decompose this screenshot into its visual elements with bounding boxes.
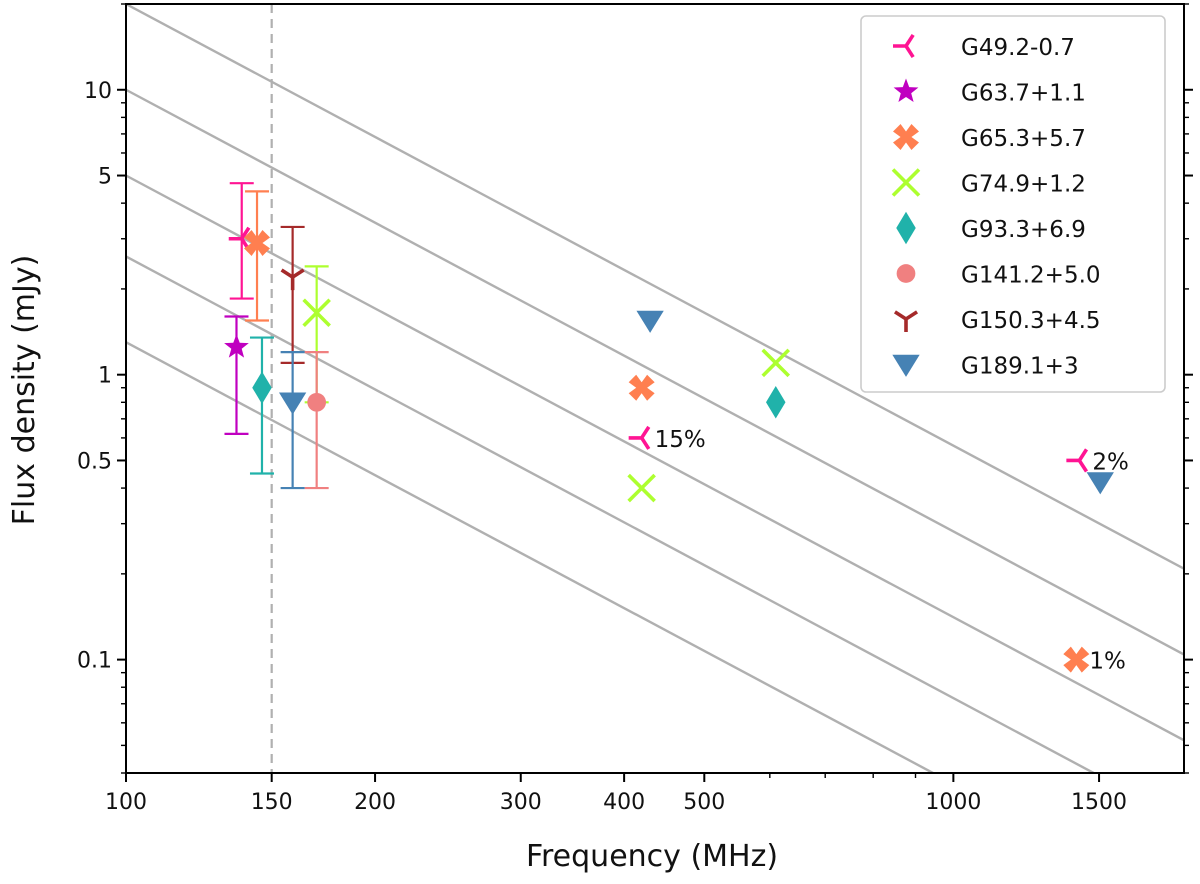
legend-marker-g65-3-5-7 [893, 124, 919, 150]
errorbar-g189-1-3-1 [280, 351, 305, 490]
point-g65-3-5-7-1 [244, 229, 271, 256]
x-tick-label-150: 150 [251, 790, 293, 815]
annotation-2: 2% [1092, 449, 1129, 475]
legend-entry-g141-2-5-0: G141.2+5.0 [896, 263, 1101, 289]
point-g189-1-3-3 [1086, 472, 1114, 495]
legend-marker-g74-9-1-2 [891, 168, 921, 197]
point-g49-2-0-7-2 [628, 425, 651, 450]
errorbar-g65-3-5-7-1 [245, 190, 270, 322]
legend-marker-g49-2-0-7 [893, 33, 915, 59]
legend-entry-g49-2-0-7: G49.2-0.7 [893, 33, 1075, 61]
series-g93-3-6-9 [249, 336, 786, 475]
y-tick-label-5: 5 [98, 165, 112, 190]
point-g65-3-5-7-2 [628, 374, 655, 401]
data-series [224, 182, 1114, 673]
legend-entry-g65-3-5-7: G65.3+5.7 [893, 124, 1086, 152]
legend-label-g49-2-0-7: G49.2-0.7 [961, 35, 1075, 61]
reference-line-4 [126, 255, 1097, 773]
axes-frame [125, 3, 1185, 774]
legend-entry-g63-7-1-1: G63.7+1.1 [893, 78, 1086, 107]
legend-label-g141-2-5-0: G141.2+5.0 [961, 263, 1101, 289]
reference-line-1 [126, 4, 1184, 570]
errorbar-g141-2-5-0-1 [304, 351, 329, 490]
legend-label-g189-1-3: G189.1+3 [961, 354, 1079, 380]
point-g49-2-0-7-3 [1066, 448, 1089, 473]
x-tick-label-200: 200 [354, 790, 396, 815]
x-axis-label: Frequency (MHz) [526, 839, 778, 874]
legend-marker-g189-1-3 [892, 354, 920, 377]
legend-marker-g150-3-4-5 [893, 310, 919, 332]
x-tick-label-1500: 1500 [1071, 790, 1127, 815]
annotation-1: 15% [655, 427, 706, 453]
series-g63-7-1-1 [224, 315, 249, 435]
point-g150-3-4-5-1 [280, 268, 305, 291]
legend-marker-g93-3-6-9 [896, 211, 916, 245]
errorbar-g93-3-6-9-1 [249, 336, 274, 475]
annotation-3: 1% [1089, 649, 1126, 675]
legend-label-g150-3-4-5: G150.3+4.5 [961, 308, 1101, 334]
legend-label-g65-3-5-7: G65.3+5.7 [961, 126, 1086, 152]
y-axis-label: Flux density (mJy) [7, 255, 42, 526]
point-g65-3-5-7-3 [1063, 646, 1090, 673]
series-g141-2-5-0 [304, 351, 329, 490]
legend-label-g63-7-1-1: G63.7+1.1 [961, 81, 1086, 107]
x-tick-label-1000: 1000 [925, 790, 981, 815]
point-g93-3-6-9-2 [766, 386, 786, 419]
y-tick-label-10: 10 [84, 79, 112, 104]
legend-marker-g63-7-1-1 [893, 78, 919, 102]
y-tick-label-0.1: 0.1 [77, 649, 112, 674]
y-tick-label-0.5: 0.5 [77, 449, 112, 474]
point-g74-9-1-2-3 [761, 348, 791, 378]
legend-entry-g74-9-1-2: G74.9+1.2 [891, 168, 1086, 198]
y-tick-label-1: 1 [98, 364, 112, 389]
legend-marker-g141-2-5-0 [896, 264, 916, 283]
point-g189-1-3-1 [278, 392, 307, 415]
point-g141-2-5-0-1 [307, 392, 327, 412]
point-g74-9-1-2-1 [302, 298, 331, 328]
reference-line-5 [126, 341, 936, 773]
axes: 100 150 200 300 400 500 1000 1500 0.1 0.5 1 5 10 [77, 3, 1193, 815]
point-g189-1-3-2 [636, 310, 664, 333]
annotations: 15% 2% 1% [655, 427, 1129, 675]
legend-entry-g93-3-6-9: G93.3+6.9 [896, 211, 1086, 245]
series-g65-3-5-7 [244, 190, 1090, 673]
reference-line-2 [126, 88, 1184, 656]
legend-entry-g150-3-4-5: G150.3+4.5 [893, 308, 1101, 334]
series-g189-1-3 [278, 310, 1114, 495]
point-g93-3-6-9-1 [252, 371, 272, 404]
x-tick-label-300: 300 [500, 790, 542, 815]
legend-entry-g189-1-3: G189.1+3 [892, 354, 1079, 380]
point-g63-7-1-1-1 [224, 334, 249, 358]
x-tick-label-100: 100 [105, 790, 147, 815]
legend-label-g93-3-6-9: G93.3+6.9 [961, 217, 1086, 243]
legend: G49.2-0.7 G63.7+1.1 G65.3+5.7 G74.9+1.2 G93.… [860, 15, 1166, 393]
point-g74-9-1-2-2 [627, 473, 656, 503]
legend-box [860, 15, 1166, 393]
x-tick-label-400: 400 [603, 790, 645, 815]
legend-label-g74-9-1-2: G74.9+1.2 [961, 172, 1086, 198]
x-tick-label-500: 500 [683, 790, 725, 815]
